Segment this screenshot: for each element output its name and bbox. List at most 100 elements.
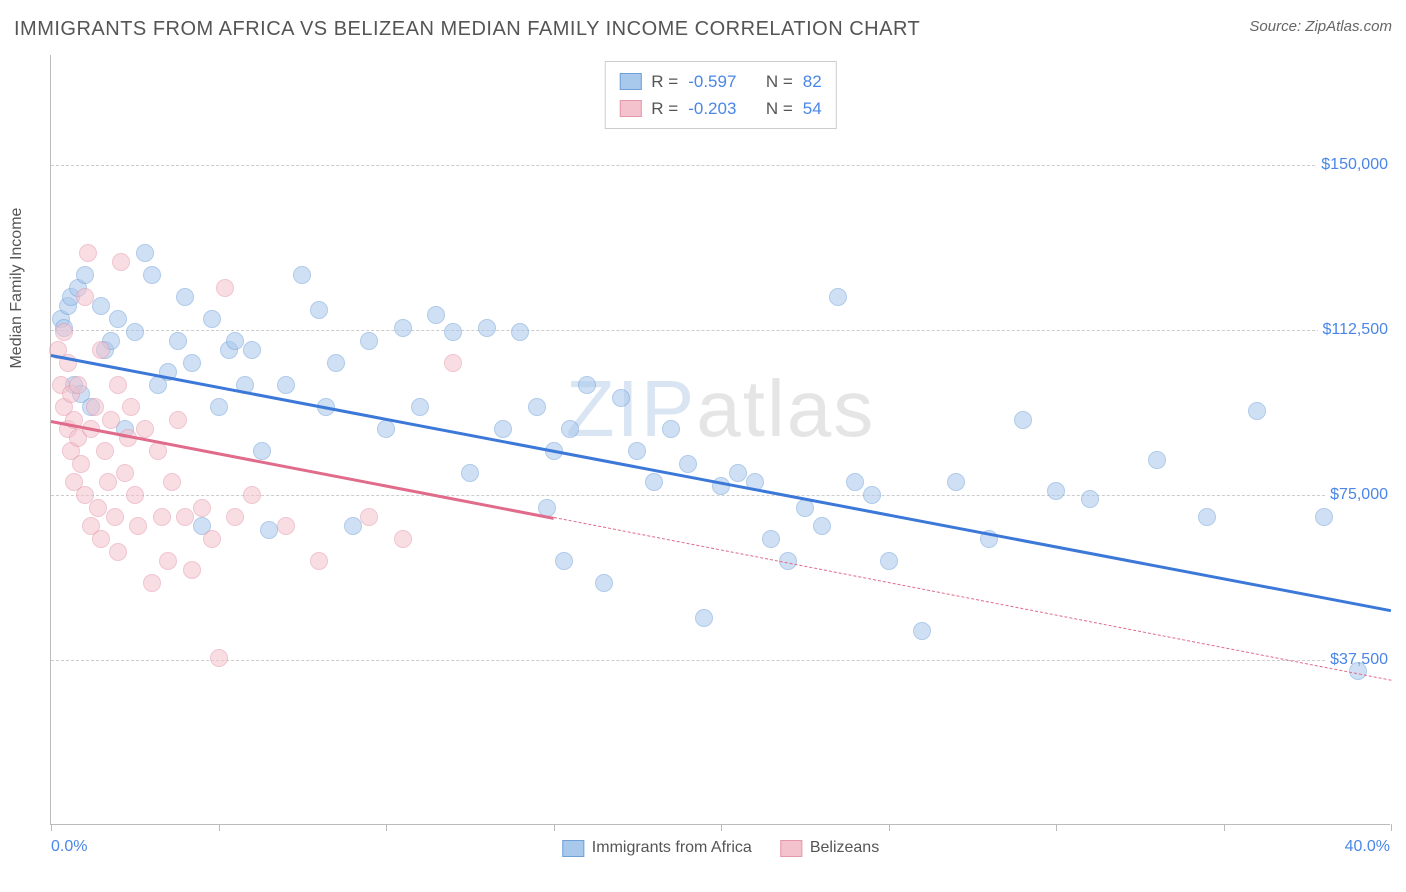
y-axis-title: Median Family Income <box>8 207 26 368</box>
data-point <box>913 622 931 640</box>
r-value: -0.597 <box>688 68 736 95</box>
data-point <box>159 552 177 570</box>
data-point <box>427 306 445 324</box>
header: IMMIGRANTS FROM AFRICA VS BELIZEAN MEDIA… <box>14 18 1392 41</box>
data-point <box>277 517 295 535</box>
data-point <box>243 486 261 504</box>
data-point <box>411 398 429 416</box>
data-point <box>293 266 311 284</box>
data-point <box>216 279 234 297</box>
chart-container: IMMIGRANTS FROM AFRICA VS BELIZEAN MEDIA… <box>0 0 1406 892</box>
series-legend: Immigrants from Africa Belizeans <box>562 839 879 857</box>
data-point <box>444 354 462 372</box>
data-point <box>226 508 244 526</box>
data-point <box>76 288 94 306</box>
data-point <box>109 376 127 394</box>
data-point <box>662 420 680 438</box>
x-tick <box>1056 824 1057 831</box>
data-point <box>578 376 596 394</box>
data-point <box>1198 508 1216 526</box>
data-point <box>612 389 630 407</box>
x-tick <box>889 824 890 831</box>
legend-item: Belizeans <box>780 839 879 857</box>
n-value: 82 <box>803 68 822 95</box>
data-point <box>243 341 261 359</box>
data-point <box>1047 482 1065 500</box>
data-point <box>126 323 144 341</box>
data-point <box>203 310 221 328</box>
r-value: -0.203 <box>688 95 736 122</box>
legend-swatch <box>780 840 802 857</box>
data-point <box>679 455 697 473</box>
data-point <box>1148 451 1166 469</box>
data-point <box>122 398 140 416</box>
data-point <box>344 517 362 535</box>
legend-item: Immigrants from Africa <box>562 839 752 857</box>
n-label: N = <box>766 68 793 95</box>
trend-line <box>51 354 1391 612</box>
legend-label: Belizeans <box>810 839 879 857</box>
data-point <box>176 508 194 526</box>
data-point <box>1315 508 1333 526</box>
data-point <box>72 455 90 473</box>
watermark: ZIPatlas <box>566 363 875 455</box>
data-point <box>153 508 171 526</box>
chart-title: IMMIGRANTS FROM AFRICA VS BELIZEAN MEDIA… <box>14 18 920 41</box>
x-tick <box>219 824 220 831</box>
data-point <box>310 552 328 570</box>
data-point <box>394 530 412 548</box>
data-point <box>226 332 244 350</box>
data-point <box>129 517 147 535</box>
data-point <box>327 354 345 372</box>
data-point <box>394 319 412 337</box>
data-point <box>183 561 201 579</box>
data-point <box>109 310 127 328</box>
x-tick <box>386 824 387 831</box>
y-tick-label: $112,500 <box>1318 321 1392 339</box>
data-point <box>169 411 187 429</box>
n-value: 54 <box>803 95 822 122</box>
data-point <box>360 332 378 350</box>
data-point <box>69 376 87 394</box>
x-tick <box>721 824 722 831</box>
data-point <box>136 244 154 262</box>
data-point <box>260 521 278 539</box>
data-point <box>55 323 73 341</box>
data-point <box>106 508 124 526</box>
x-tick <box>51 824 52 831</box>
data-point <box>555 552 573 570</box>
data-point <box>203 530 221 548</box>
data-point <box>863 486 881 504</box>
x-tick <box>1224 824 1225 831</box>
data-point <box>92 530 110 548</box>
data-point <box>112 253 130 271</box>
gridline <box>51 660 1390 661</box>
data-point <box>76 266 94 284</box>
legend-label: Immigrants from Africa <box>592 839 752 857</box>
data-point <box>143 574 161 592</box>
plot-area: Median Family Income ZIPatlas R =-0.597 … <box>50 55 1390 825</box>
data-point <box>494 420 512 438</box>
n-label: N = <box>766 95 793 122</box>
data-point <box>762 530 780 548</box>
x-tick <box>554 824 555 831</box>
legend-swatch <box>619 73 641 90</box>
data-point <box>126 486 144 504</box>
data-point <box>1014 411 1032 429</box>
data-point <box>116 464 134 482</box>
data-point <box>109 543 127 561</box>
gridline <box>51 165 1390 166</box>
data-point <box>92 341 110 359</box>
data-point <box>310 301 328 319</box>
data-point <box>729 464 747 482</box>
data-point <box>79 244 97 262</box>
data-point <box>210 649 228 667</box>
data-point <box>277 376 295 394</box>
x-tick <box>1391 824 1392 831</box>
legend-swatch <box>562 840 584 857</box>
data-point <box>813 517 831 535</box>
data-point <box>1081 490 1099 508</box>
data-point <box>96 442 114 460</box>
data-point <box>478 319 496 337</box>
stats-legend-box: R =-0.597 N =82R =-0.203 N =54 <box>604 61 836 129</box>
